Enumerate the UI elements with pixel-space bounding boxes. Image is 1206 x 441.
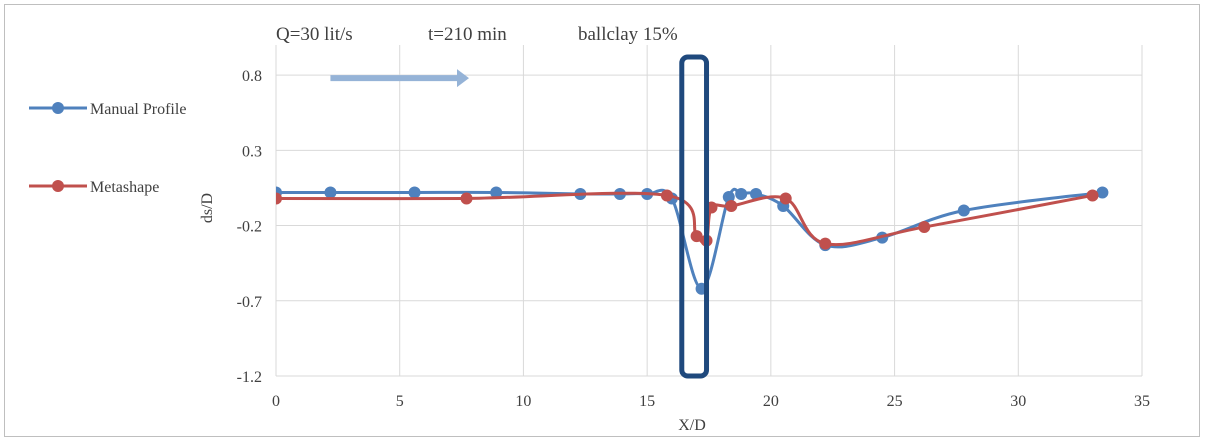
x-tick-label: 10 bbox=[515, 393, 531, 410]
x-tick-label: 25 bbox=[887, 393, 903, 410]
y-tick-label: -0.7 bbox=[237, 294, 262, 311]
data-point-manual-profile bbox=[735, 187, 748, 200]
y-axis-title: ds/D bbox=[199, 193, 216, 223]
x-axis-title: X/D bbox=[678, 417, 706, 434]
data-point-manual-profile bbox=[1096, 186, 1109, 199]
data-point-metashape bbox=[725, 199, 738, 212]
legend-label-metashape: Metashape bbox=[90, 179, 159, 196]
data-point-metashape bbox=[779, 192, 792, 205]
data-point-manual-profile bbox=[957, 204, 970, 217]
data-point-manual-profile bbox=[722, 190, 735, 203]
x-tick-label: 35 bbox=[1134, 393, 1150, 410]
data-point-metashape bbox=[918, 221, 931, 234]
series-manual-profile bbox=[276, 186, 1109, 295]
x-tick-label: 0 bbox=[272, 393, 280, 410]
data-point-metashape bbox=[276, 192, 282, 205]
data-point-metashape bbox=[460, 192, 473, 205]
data-point-manual-profile bbox=[324, 186, 337, 199]
chart-title-flow: Q=30 lit/s bbox=[276, 24, 353, 45]
annotation-layer bbox=[330, 54, 710, 379]
series-layer bbox=[276, 186, 1109, 295]
y-tick-labels: 0.8 0.3 -0.2 -0.7 -1.2 bbox=[237, 68, 262, 386]
grid bbox=[275, 45, 1143, 377]
x-tick-label: 5 bbox=[396, 393, 404, 410]
x-tick-labels: 0 5 10 15 20 25 30 35 bbox=[272, 393, 1150, 410]
data-point-manual-profile bbox=[408, 186, 421, 199]
chart-frame bbox=[4, 4, 1200, 437]
x-tick-label: 20 bbox=[763, 393, 779, 410]
data-point-metashape bbox=[1086, 189, 1099, 202]
y-tick-label: -1.2 bbox=[237, 369, 262, 386]
x-tick-label: 30 bbox=[1010, 393, 1026, 410]
data-point-manual-profile bbox=[490, 186, 503, 199]
data-point-metashape bbox=[690, 230, 703, 243]
legend-marker-manual-profile bbox=[52, 102, 64, 114]
legend: Manual Profile Metashape bbox=[29, 101, 186, 196]
chart-title-time: t=210 min bbox=[428, 24, 507, 45]
data-point-manual-profile bbox=[750, 187, 763, 200]
x-tick-label: 15 bbox=[639, 393, 655, 410]
legend-marker-metashape bbox=[52, 180, 64, 192]
y-tick-label: 0.8 bbox=[242, 68, 262, 85]
pier-outline bbox=[679, 54, 710, 379]
legend-label-manual-profile: Manual Profile bbox=[90, 101, 186, 118]
data-point-metashape bbox=[819, 237, 832, 250]
y-tick-label: 0.3 bbox=[242, 143, 262, 160]
data-point-metashape bbox=[660, 189, 673, 202]
chart-title-material: ballclay 15% bbox=[578, 24, 678, 45]
flow-arrow-head bbox=[456, 69, 469, 88]
y-tick-label: -0.2 bbox=[237, 219, 262, 236]
